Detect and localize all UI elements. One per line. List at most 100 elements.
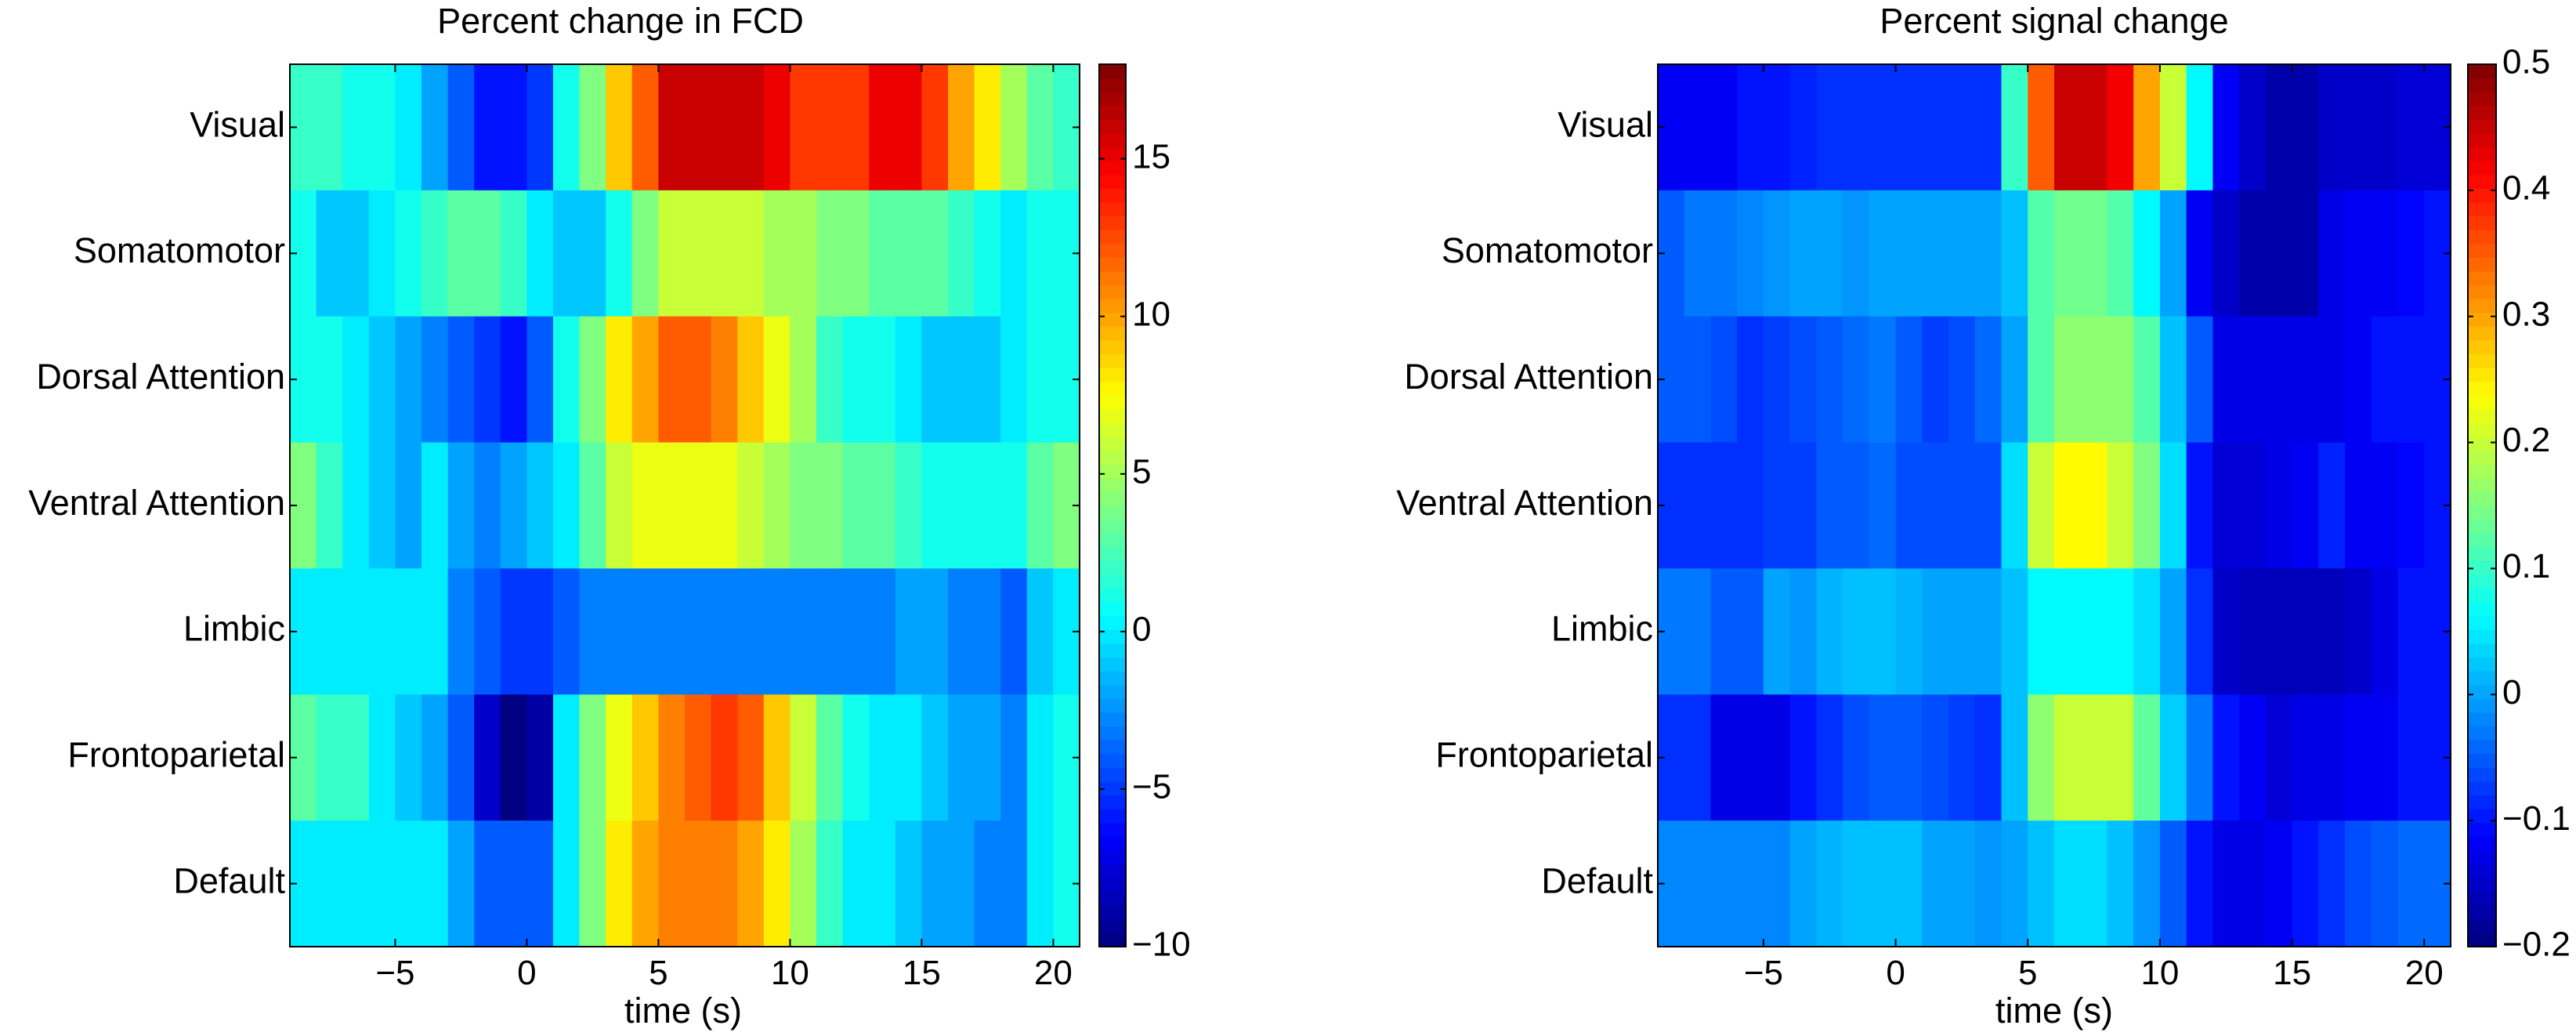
colorbar-swatch [1099,533,1126,548]
heatmap-cell [921,316,949,444]
heatmap-cell [921,694,949,821]
heatmap-cell [606,442,633,570]
heatmap-cell [763,442,791,570]
heatmap-cell [1816,64,1843,191]
heatmap-cell [1763,568,1791,695]
colorbar-swatch [2468,588,2496,603]
heatmap-cell [316,190,343,317]
row-label: Limbic [1551,609,1653,649]
heatmap-cell [447,64,475,191]
heatmap-cell [1026,316,1054,444]
heatmap-cell [816,694,844,821]
heatmap-cell [1816,316,1843,444]
heatmap-cell [1948,820,1976,947]
heatmap-cell [2001,190,2028,317]
colorbar-swatch [1099,216,1126,230]
heatmap-cells [289,63,1080,947]
heatmap-cell [631,694,659,821]
heatmap-cell [2159,820,2187,947]
heatmap-cell [1684,568,1712,695]
colorbar-frame [2467,63,2497,947]
heatmap-cell [2028,64,2055,191]
heatmap-cell [579,820,606,947]
heatmap-cell [2239,64,2267,191]
heatmap-cell [606,190,633,317]
heatmap-cell [1737,442,1764,570]
heatmap-cell [869,442,896,570]
heatmap-cell [2239,316,2267,444]
heatmap-cell [553,442,581,570]
heatmap-cell [553,568,581,695]
heatmap-cell [421,64,449,191]
heatmap-cell [2107,64,2134,191]
heatmap-cell [1789,190,1817,317]
heatmap-cell [974,694,1001,821]
heatmap-cell [1869,316,1897,444]
heatmap-cell [2186,820,2213,947]
colorbar-swatch [2468,615,2496,630]
heatmap-cell [1684,316,1712,444]
heatmap-cell [2107,568,2134,695]
heatmap-cell [1974,694,2003,821]
heatmap-cell [763,316,791,444]
colorbar-swatch [2468,284,2496,299]
heatmap-cell [500,64,527,191]
colorbar-swatch [1099,698,1126,713]
heatmap-cell [447,442,475,570]
heatmap-cell [1816,442,1843,570]
heatmap-cell [685,568,712,695]
heatmap-cell [763,820,791,947]
chart-title: Percent change in FCD [437,1,804,41]
colorbar-swatch [2468,201,2496,217]
x-tick-label: 5 [2018,954,2037,992]
heatmap-cell [553,694,581,821]
heatmap-cell [2318,442,2346,570]
heatmap-cell [921,190,949,317]
heatmap-cell [1843,694,1870,821]
colorbar-swatch [2468,918,2496,933]
heatmap-cell [842,190,870,317]
heatmap-cell [579,568,606,695]
colorbar-swatch [1099,230,1126,245]
heatmap-cell [1843,316,1870,444]
heatmap-cell [2028,694,2055,821]
heatmap-cell [711,568,738,695]
heatmap-cell [395,568,422,695]
x-tick-label: 10 [771,954,809,992]
heatmap-cell [500,820,527,947]
heatmap-cell [2318,190,2346,317]
heatmap-cell [1869,568,1897,695]
heatmap-cell [2292,316,2319,444]
heatmap-cell [2186,694,2213,821]
heatmap-panel-signal: Percent signal change Visual Somatomotor D… [1396,1,2571,1031]
heatmap-cell [421,190,449,317]
colorbar-tick-label: −5 [1132,768,1171,806]
heatmap-cell [2292,64,2319,191]
heatmap-cell [1710,64,1738,191]
heatmap-cell [1843,64,1870,191]
colorbar-tick-label: 0.5 [2502,43,2550,82]
x-tick-label: 15 [903,954,941,992]
heatmap-cell [395,316,422,444]
heatmap-cell [974,442,1001,570]
heatmap-cell [1895,316,1923,444]
heatmap-cell [2239,442,2267,570]
heatmap-cell [2028,190,2055,317]
heatmap-cell [526,568,554,695]
colorbar-swatch [2468,326,2496,341]
heatmap-cell [2397,316,2425,444]
heatmap-cell [2028,442,2055,570]
heatmap-cell [2080,64,2108,191]
heatmap-cell [631,316,659,444]
heatmap-cell [1710,820,1738,947]
heatmap-cell [2212,568,2240,695]
heatmap-cell [685,694,712,821]
heatmap-cell [2318,316,2346,444]
colorbar-swatch [1099,408,1126,424]
x-tick-label: 10 [2140,954,2179,992]
heatmap-cell [895,694,922,821]
heatmap-cell [1710,694,1738,821]
heatmap-cell [2159,442,2187,570]
heatmap-cell [869,820,896,947]
colorbar-swatch [1099,284,1126,299]
